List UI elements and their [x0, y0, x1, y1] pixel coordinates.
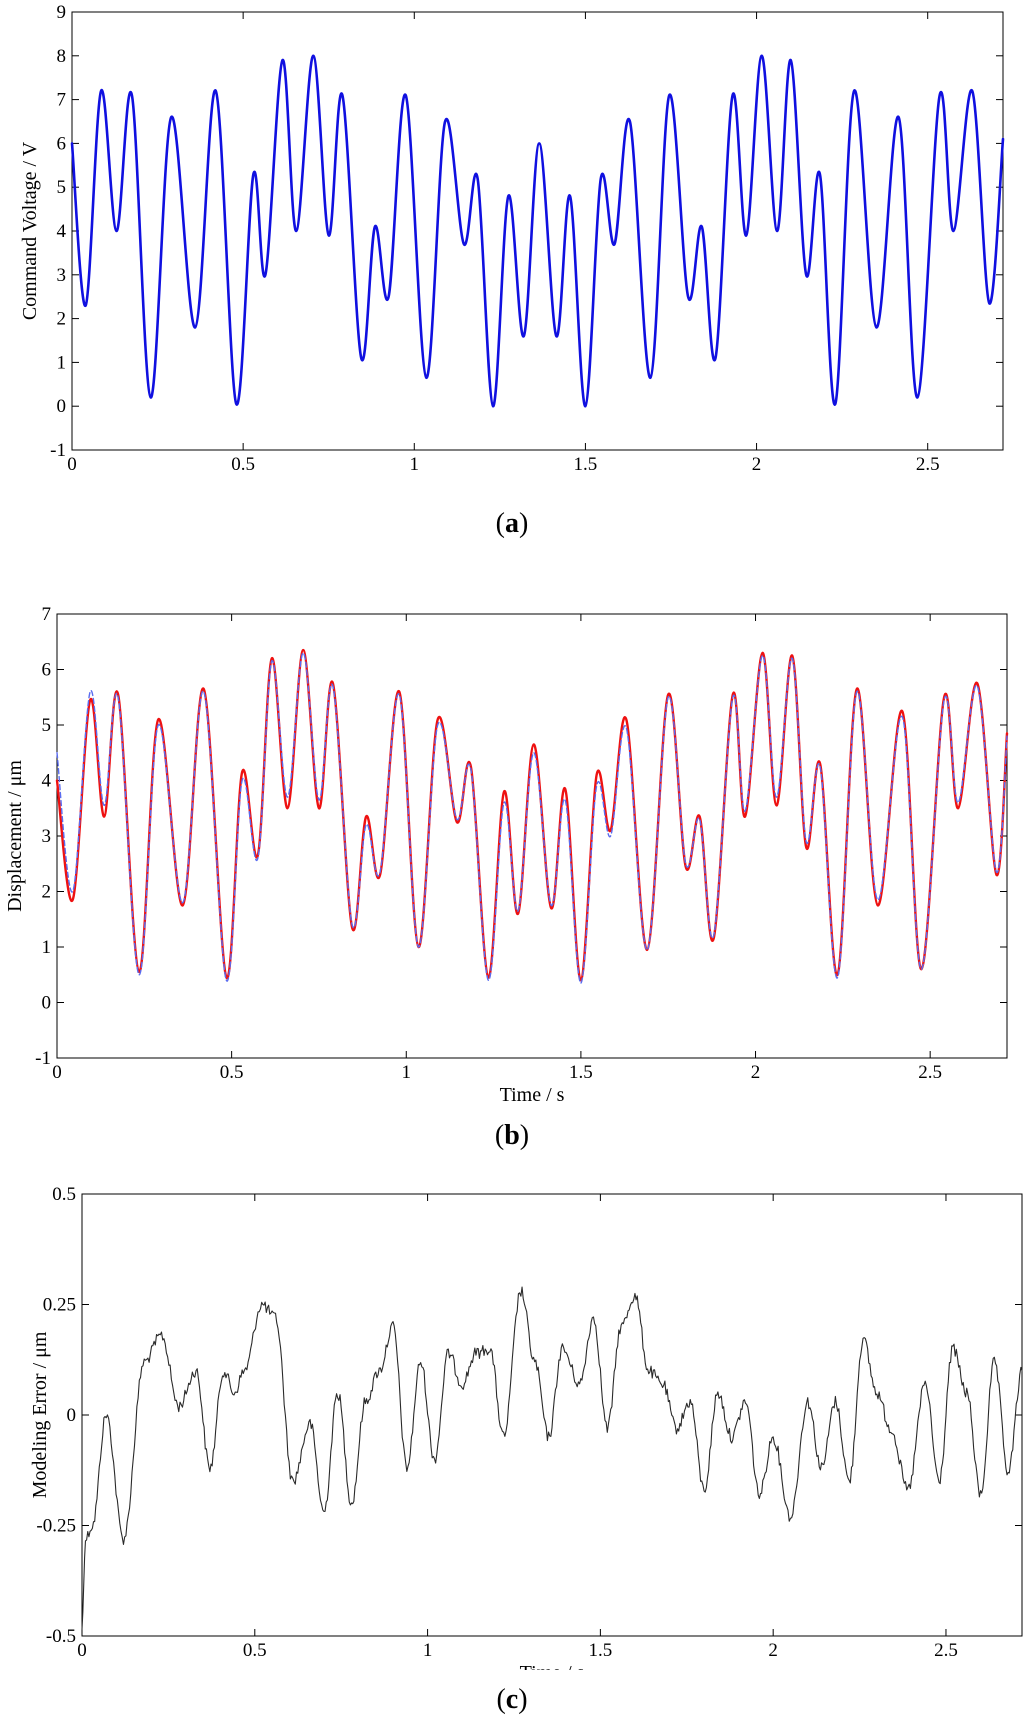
x-tick-label: 0.5	[243, 1640, 267, 1661]
series-line-a-0	[70, 54, 1005, 408]
y-tick-label: 0.5	[52, 1184, 76, 1205]
y-tick-label: 5	[57, 177, 67, 198]
plot-frame-c	[81, 1193, 1023, 1637]
y-tick-label: 1	[57, 352, 67, 373]
caption-c-letter: c	[505, 1684, 519, 1715]
y-tick-label: 1	[42, 937, 52, 958]
y-tick-label: 7	[57, 90, 67, 111]
caption-b-open: (	[494, 1120, 505, 1151]
chart-panel-b: 0 0.5 1 1.5 2 2.5 -1 0 1 2 3 4 5 6 7 Time / s Displaceme…	[0, 590, 1024, 1110]
x-tick-label: 2	[751, 1062, 761, 1083]
chart-panel-c: 0 0.5 1 1.5 2 2.5 -0.5 -0.25 0 0.25 0.5 Time / s Mod…	[0, 1170, 1024, 1690]
y-tick-label: 8	[57, 46, 67, 67]
y-tick-label: 6	[57, 133, 67, 154]
x-tick-label: 2.5	[918, 1062, 942, 1083]
caption-a-open: (	[495, 508, 505, 539]
y-tick-label: -0.25	[36, 1516, 76, 1537]
x-tick-label: 1	[410, 454, 420, 470]
x-tick-label: 0.5	[231, 454, 255, 470]
x-tick-label: 0	[52, 1062, 62, 1083]
series-line-b-0	[55, 648, 1009, 982]
chart-panel-a: 00.511.522.5-10123456789Time / sCommand …	[0, 0, 1024, 520]
y-axis-label: Displacement / μm	[4, 760, 26, 912]
x-tick-label: 2	[752, 454, 762, 470]
y-tick-label: 9	[57, 2, 67, 23]
series-line-c-0	[81, 1286, 1023, 1630]
caption-a-close: )	[519, 508, 529, 539]
x-tick-label: 0	[67, 454, 77, 470]
y-axis-label: Command Voltage / V	[19, 141, 41, 320]
x-tick-label: 2.5	[916, 454, 940, 470]
x-tick-label: 1.5	[569, 1062, 593, 1083]
chart-c-svg: 0 0.5 1 1.5 2 2.5 -0.5 -0.25 0 0.25 0.5 Time / s Mod…	[29, 1184, 1023, 1670]
x-tick-label: 0	[77, 1640, 87, 1661]
y-tick-label: 2	[57, 309, 67, 330]
chart-a-svg: 00.511.522.5-10123456789Time / sCommand …	[19, 2, 1005, 470]
x-tick-label: 0.5	[220, 1062, 244, 1083]
caption-b-close: )	[519, 1120, 530, 1151]
caption-c-close: )	[518, 1684, 528, 1715]
x-tick-label: 1.5	[574, 454, 598, 470]
x-tick-label: 1	[423, 1640, 433, 1661]
x-axis-label: Time / s	[500, 1084, 565, 1106]
x-tick-label: 2	[768, 1640, 778, 1661]
caption-c-open: (	[496, 1684, 506, 1715]
y-axis-label: Modeling Error / μm	[29, 1331, 51, 1498]
y-tick-label: 6	[42, 660, 52, 681]
plot-frame-b	[56, 613, 1008, 1059]
y-tick-label: 0	[67, 1405, 77, 1426]
caption-c: (c)	[0, 1684, 1024, 1716]
y-tick-label: 5	[42, 715, 52, 736]
caption-a: (a)	[0, 508, 1024, 540]
caption-b: (b)	[0, 1120, 1024, 1152]
y-tick-label: 3	[42, 826, 52, 847]
y-tick-label: 2	[42, 882, 52, 903]
y-tick-label: 4	[57, 221, 67, 242]
x-tick-label: 2.5	[934, 1640, 958, 1661]
plot-frame-a	[71, 11, 1004, 451]
y-tick-label: 0.25	[43, 1295, 76, 1316]
y-tick-label: -1	[50, 440, 66, 461]
y-tick-label: 7	[42, 604, 52, 625]
caption-a-letter: a	[505, 508, 519, 539]
y-tick-label: 4	[42, 771, 52, 792]
y-tick-label: -0.5	[46, 1626, 76, 1647]
caption-b-letter: b	[504, 1120, 520, 1151]
y-tick-label: 3	[57, 265, 67, 286]
y-tick-label: -1	[35, 1048, 51, 1069]
x-axis-label: Time / s	[520, 1662, 585, 1670]
x-tick-label: 1.5	[589, 1640, 613, 1661]
y-tick-label: 0	[57, 396, 67, 417]
y-tick-label: 0	[42, 993, 52, 1014]
series-line-b-1	[56, 652, 1008, 984]
x-tick-label: 1	[402, 1062, 412, 1083]
